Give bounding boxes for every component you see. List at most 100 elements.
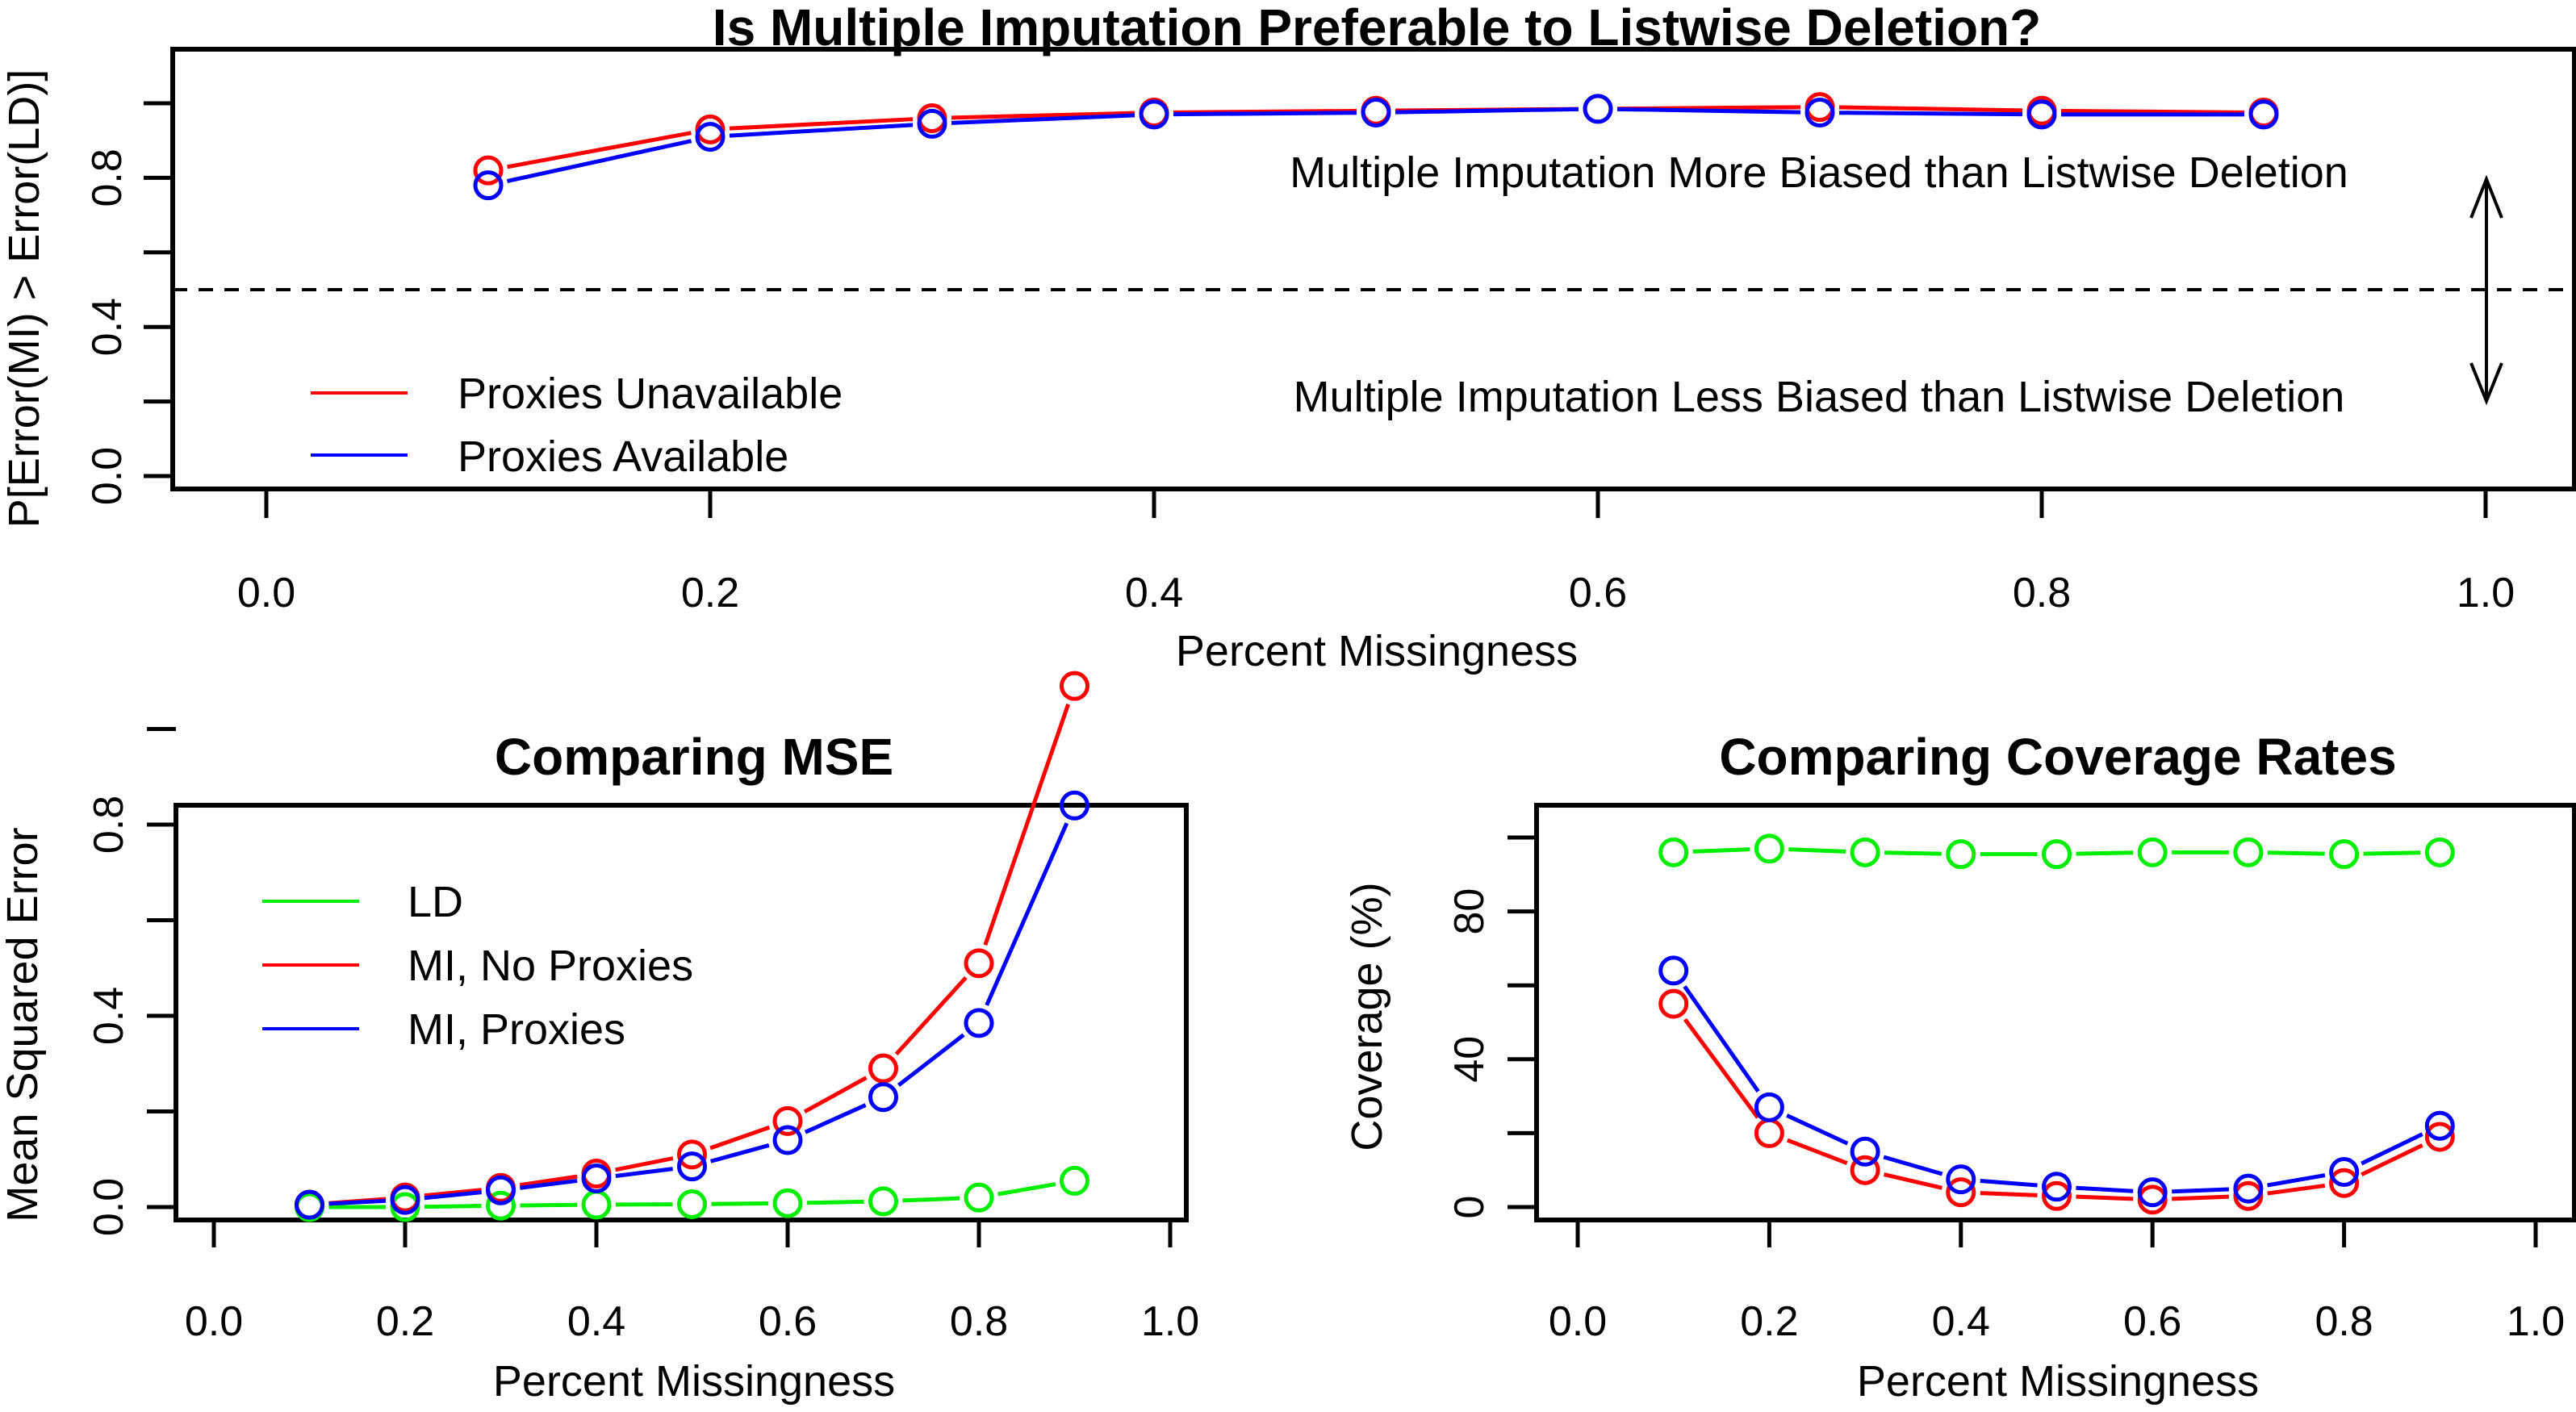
data-point xyxy=(695,122,726,152)
series-segment xyxy=(2172,1194,2230,1201)
annotation-more-biased: Multiple Imputation More Biased than Lis… xyxy=(1290,148,2348,197)
data-point xyxy=(1060,790,1089,821)
data-point xyxy=(2329,839,2360,870)
data-point xyxy=(1754,1117,1784,1148)
series-segment xyxy=(506,139,692,183)
data-point xyxy=(1658,955,1689,986)
data-point xyxy=(1754,1092,1784,1122)
coverage-plot-frame xyxy=(1534,803,2576,1222)
series-segment xyxy=(729,123,914,138)
data-point xyxy=(1850,1155,1880,1185)
mse-series-ld xyxy=(295,1165,1089,1222)
series-segment xyxy=(951,111,1135,120)
series-segment xyxy=(1883,1155,1943,1176)
series-segment xyxy=(1395,107,1579,115)
series-segment xyxy=(2361,1143,2423,1177)
data-point xyxy=(581,1163,612,1193)
legend-label-mi-proxies: MI, Proxies xyxy=(408,1005,625,1054)
data-point xyxy=(2042,1180,2072,1211)
top-ytick-label: 0.4 xyxy=(84,298,131,356)
series-segment xyxy=(2267,850,2325,856)
series-segment xyxy=(2363,850,2421,856)
series-segment xyxy=(1884,850,1942,856)
data-point xyxy=(1658,988,1689,1019)
top-ytick-label: 0.0 xyxy=(84,447,131,505)
series-segment xyxy=(1838,111,2023,117)
series-segment xyxy=(520,1178,578,1190)
data-point xyxy=(917,108,947,139)
data-point xyxy=(486,1190,516,1221)
data-point xyxy=(486,1175,516,1205)
mse-legend: LD MI, No Proxies MI, Proxies xyxy=(262,878,693,1054)
series-segment xyxy=(328,1198,387,1206)
mse-xtick-label: 0.2 xyxy=(376,1298,434,1345)
mse-xtick-label: 0.0 xyxy=(185,1298,243,1345)
data-point xyxy=(1804,98,1835,128)
data-point xyxy=(1754,833,1784,864)
data-point xyxy=(677,1139,707,1170)
series-segment xyxy=(2361,1132,2423,1166)
legend-label-mi-no-proxies: MI, No Proxies xyxy=(408,942,693,990)
series-segment xyxy=(1683,985,1760,1093)
series-segment xyxy=(1692,847,1750,854)
data-point xyxy=(868,1082,898,1113)
data-point xyxy=(2137,1177,2168,1208)
coverage-xtick-label: 0.6 xyxy=(2123,1298,2181,1345)
top-xtick-label: 1.0 xyxy=(2457,570,2515,616)
series-segment xyxy=(1788,847,1846,854)
data-point xyxy=(772,1188,803,1218)
mse-ytick-label: 0.0 xyxy=(86,1178,132,1236)
data-point xyxy=(677,1189,707,1219)
data-point xyxy=(1060,1165,1089,1196)
series-segment xyxy=(1838,105,2023,113)
mse-xtick-label: 0.8 xyxy=(950,1298,1008,1345)
series-segment xyxy=(2267,1173,2326,1188)
top-xlabel: Percent Missingness xyxy=(1176,627,1578,675)
data-point xyxy=(1060,670,1089,701)
series-segment xyxy=(709,1143,770,1163)
data-point xyxy=(964,1182,994,1213)
series-segment xyxy=(951,113,1135,125)
data-point xyxy=(2424,1122,2455,1152)
data-point xyxy=(1139,99,1169,130)
panel-coverage: Comparing Coverage Rates Percent Missing… xyxy=(1343,728,2576,1406)
series-segment xyxy=(985,822,1069,1006)
coverage-series-ld xyxy=(1658,833,2455,870)
series-segment xyxy=(983,704,1071,946)
mse-series-mi-proxies xyxy=(295,790,1089,1220)
series-segment xyxy=(424,1188,482,1198)
coverage-xtick-label: 0.8 xyxy=(2315,1298,2373,1345)
data-point xyxy=(473,155,504,186)
series-segment xyxy=(507,131,692,169)
series-segment xyxy=(519,1174,578,1188)
data-point xyxy=(868,1053,898,1084)
legend-label-ld: LD xyxy=(408,878,463,926)
series-segment xyxy=(894,975,968,1056)
data-point xyxy=(2329,1168,2360,1198)
data-point xyxy=(964,948,994,979)
top-xtick-label: 0.4 xyxy=(1125,570,1183,616)
top-plot-frame xyxy=(170,47,2576,491)
top-xtick-label: 0.8 xyxy=(2013,570,2071,616)
data-point xyxy=(2042,1172,2072,1202)
data-point xyxy=(1361,98,1391,128)
mse-ytick-label: 0.4 xyxy=(86,987,132,1045)
coverage-xtick-label: 0.2 xyxy=(1740,1298,1798,1345)
top-xtick-label: 0.6 xyxy=(1569,570,1627,616)
coverage-series-mi-proxies xyxy=(1658,955,2455,1208)
series-segment xyxy=(2172,1187,2230,1194)
panel-mse: Comparing MSE Percent Missingness Mean S… xyxy=(0,670,1199,1406)
data-point xyxy=(2042,839,2072,870)
panel-top: Is Multiple Imputation Preferable to Lis… xyxy=(0,0,2576,675)
series-segment xyxy=(711,1201,769,1206)
data-point xyxy=(2026,99,2057,130)
data-point xyxy=(772,1125,803,1155)
data-point xyxy=(2137,837,2168,867)
data-point xyxy=(868,1186,898,1217)
series-segment xyxy=(1980,1191,2038,1197)
series-segment xyxy=(2267,1183,2326,1196)
series-segment xyxy=(902,1196,960,1203)
series-segment xyxy=(615,1167,673,1178)
coverage-ylabel: Coverage (%) xyxy=(1343,882,1391,1151)
data-point xyxy=(473,170,504,201)
